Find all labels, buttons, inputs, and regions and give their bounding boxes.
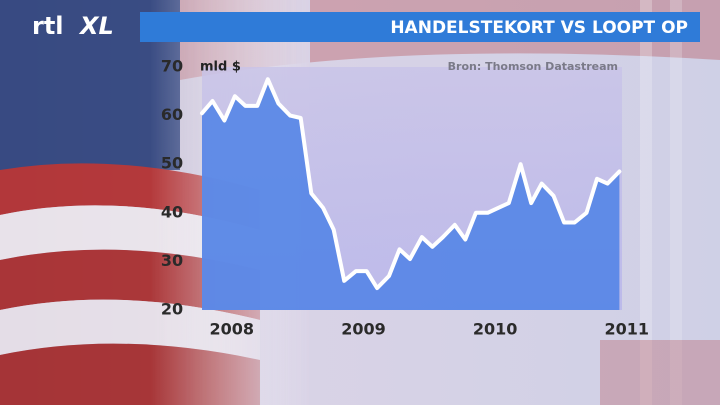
logo-rtl: rtl	[32, 12, 64, 40]
x-tick-label: 2008	[210, 320, 255, 339]
x-tick-label: 2010	[473, 320, 518, 339]
title-bar	[140, 12, 700, 42]
y-tick-label: 40	[161, 202, 183, 221]
source: Bron: Thomson Datastream	[448, 60, 618, 73]
line	[200, 77, 622, 291]
y-tick-label: 50	[161, 154, 183, 173]
y-tick-label: 60	[161, 105, 183, 124]
y-tick-label: 20	[161, 300, 183, 319]
area	[202, 79, 620, 310]
y-tick-label: 70	[161, 57, 183, 76]
x-tick-label: 2011	[605, 320, 650, 339]
unit-label: mld $	[200, 60, 241, 75]
y-tick-label: 30	[161, 251, 183, 270]
x-tick-label: 2009	[341, 320, 386, 339]
logo-xl: XL	[78, 12, 114, 40]
chart-title: HANDELSTEKORT VS LOOPT OP	[390, 18, 688, 38]
